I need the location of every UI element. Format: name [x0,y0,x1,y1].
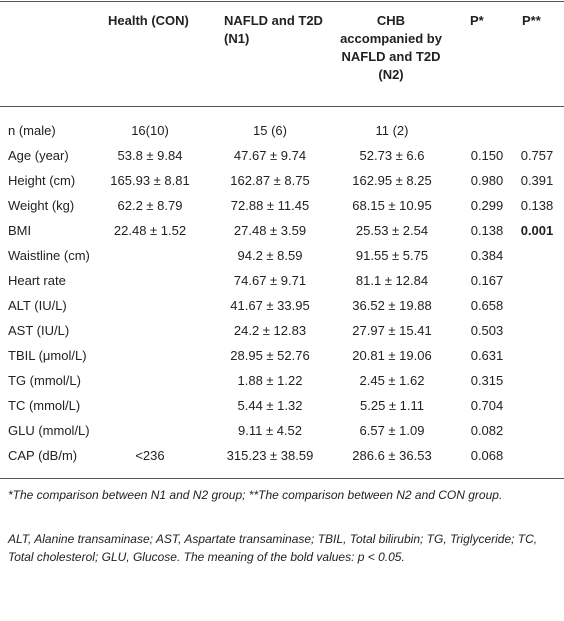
row-label: Weight (kg) [8,198,75,213]
row-label: Waistline (cm) [8,248,90,263]
table-cell: 62.2 ± 8.79 [117,198,183,213]
table-cell: 0.001 [520,223,554,238]
table-cell: 2.45 ± 1.62 [359,373,425,388]
table-cell: 53.8 ± 9.84 [117,148,183,163]
table-cell: 20.81 ± 19.06 [352,348,432,363]
table-cell: 25.53 ± 2.54 [355,223,429,238]
table-cell: 0.315 [470,373,504,388]
row-label: CAP (dB/m) [8,448,78,463]
table-cell: 0.980 [470,173,504,188]
table-cell: 0.704 [470,398,504,413]
header-rule [0,106,564,107]
row-label: TC (mmol/L) [8,398,81,413]
table-cell: 0.391 [520,173,554,188]
table-cell: 286.6 ± 36.53 [352,448,432,463]
table-cell: 72.88 ± 11.45 [230,198,310,213]
table-cell: 0.503 [470,323,504,338]
top-rule [0,1,564,2]
table-cell: 0.658 [470,298,504,313]
table-cell: 28.95 ± 52.76 [230,348,310,363]
table-cell: 0.757 [520,148,554,163]
table-cell: 27.97 ± 15.41 [352,323,432,338]
footnote: ALT, Alanine transaminase; AST, Aspartat… [8,532,538,564]
row-label: AST (IU/L) [8,323,70,338]
table-cell: <236 [135,448,165,463]
bottom-rule [0,478,564,479]
row-label: BMI [8,223,32,238]
table-cell: 81.1 ± 12.84 [355,273,429,288]
table-cell: 1.88 ± 1.22 [237,373,303,388]
table-cell: 162.95 ± 8.25 [352,173,432,188]
row-label: ALT (IU/L) [8,298,67,313]
table-cell: 68.15 ± 10.95 [352,198,432,213]
row-label: Heart rate [8,273,66,288]
column-header: P* [470,13,484,28]
row-label: n (male) [8,123,56,138]
table-cell: 162.87 ± 8.75 [230,173,310,188]
table-cell: 16(10) [131,123,169,138]
table-cell: 0.631 [470,348,504,363]
table-cell: 15 (6) [253,123,287,138]
table-cell: 91.55 ± 5.75 [355,248,429,263]
table-cell: 94.2 ± 8.59 [237,248,303,263]
table-cell: 0.138 [470,223,504,238]
footnote: *The comparison between N1 and N2 group;… [8,488,503,502]
row-label: TBIL (μmol/L) [8,348,87,363]
table-cell: 9.11 ± 4.52 [238,423,302,438]
table-cell: 27.48 ± 3.59 [233,223,307,238]
table-cell: 22.48 ± 1.52 [113,223,187,238]
table-cell: 24.2 ± 12.83 [233,323,307,338]
table-cell: 0.068 [470,448,504,463]
table-cell: 41.67 ± 33.95 [230,298,310,313]
table-cell: 5.44 ± 1.32 [237,398,303,413]
table-cell: 315.23 ± 38.59 [226,448,314,463]
table-cell: 0.167 [470,273,504,288]
column-header: Health (CON) [108,13,189,28]
table-cell: 0.384 [470,248,504,263]
row-label: GLU (mmol/L) [8,423,90,438]
table-cell: 47.67 ± 9.74 [233,148,307,163]
column-header: NAFLD and T2D (N1) [224,13,323,46]
table-cell: 52.73 ± 6.6 [359,148,425,163]
table-cell: 0.082 [470,423,504,438]
column-header: CHB accompanied by NAFLD and T2D (N2) [340,13,442,82]
table-cell: 36.52 ± 19.88 [352,298,432,313]
table-cell: 74.67 ± 9.71 [233,273,307,288]
column-header: P** [522,13,541,28]
table-cell: 11 (2) [375,123,409,138]
row-label: Height (cm) [8,173,76,188]
table-cell: 6.57 ± 1.09 [359,423,425,438]
table-cell: 0.138 [520,198,554,213]
table-cell: 5.25 ± 1.11 [360,398,424,413]
row-label: Age (year) [8,148,69,163]
table-cell: 165.93 ± 8.81 [110,173,190,188]
table-cell: 0.299 [470,198,504,213]
row-label: TG (mmol/L) [8,373,81,388]
table-cell: 0.150 [470,148,504,163]
